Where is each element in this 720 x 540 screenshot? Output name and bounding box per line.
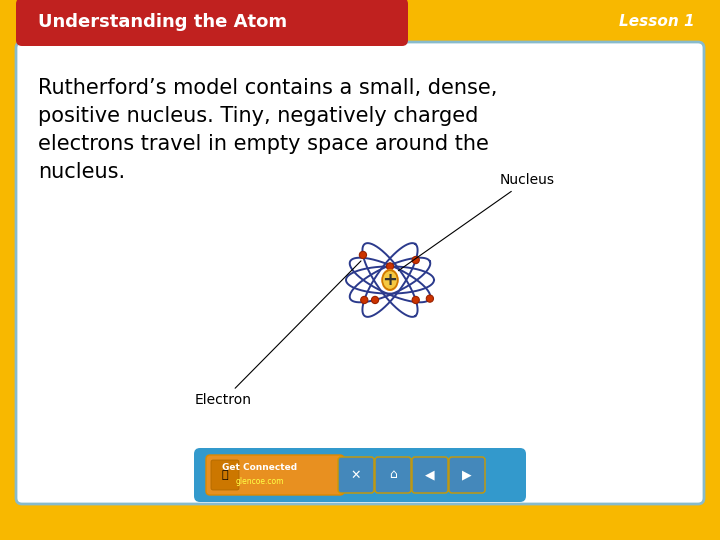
- FancyBboxPatch shape: [338, 457, 374, 493]
- Text: Understanding the Atom: Understanding the Atom: [38, 13, 287, 31]
- Text: Nucleus: Nucleus: [398, 173, 555, 271]
- FancyBboxPatch shape: [194, 448, 526, 502]
- Circle shape: [372, 296, 379, 303]
- Circle shape: [426, 295, 433, 302]
- FancyBboxPatch shape: [449, 457, 485, 493]
- Text: Get Connected: Get Connected: [222, 463, 297, 472]
- Text: ⌂: ⌂: [389, 469, 397, 482]
- Ellipse shape: [382, 269, 399, 291]
- Circle shape: [412, 296, 419, 303]
- Text: ▶: ▶: [462, 469, 472, 482]
- Ellipse shape: [382, 271, 397, 289]
- Circle shape: [359, 251, 366, 259]
- Circle shape: [361, 296, 368, 303]
- FancyBboxPatch shape: [211, 460, 239, 490]
- Circle shape: [412, 256, 419, 264]
- Text: Rutherford’s model contains a small, dense,
positive nucleus. Tiny, negatively c: Rutherford’s model contains a small, den…: [38, 78, 498, 182]
- Text: glencoe.com: glencoe.com: [235, 477, 284, 487]
- Circle shape: [387, 263, 394, 270]
- Text: 📱: 📱: [222, 470, 228, 480]
- Text: ◀: ◀: [426, 469, 435, 482]
- Text: ✕: ✕: [351, 469, 361, 482]
- FancyBboxPatch shape: [412, 457, 448, 493]
- Text: +: +: [382, 271, 397, 289]
- FancyBboxPatch shape: [16, 42, 704, 504]
- FancyBboxPatch shape: [206, 455, 344, 495]
- Text: Lesson 1: Lesson 1: [619, 15, 695, 30]
- Text: Electron: Electron: [195, 261, 361, 407]
- FancyBboxPatch shape: [16, 0, 408, 46]
- FancyBboxPatch shape: [375, 457, 411, 493]
